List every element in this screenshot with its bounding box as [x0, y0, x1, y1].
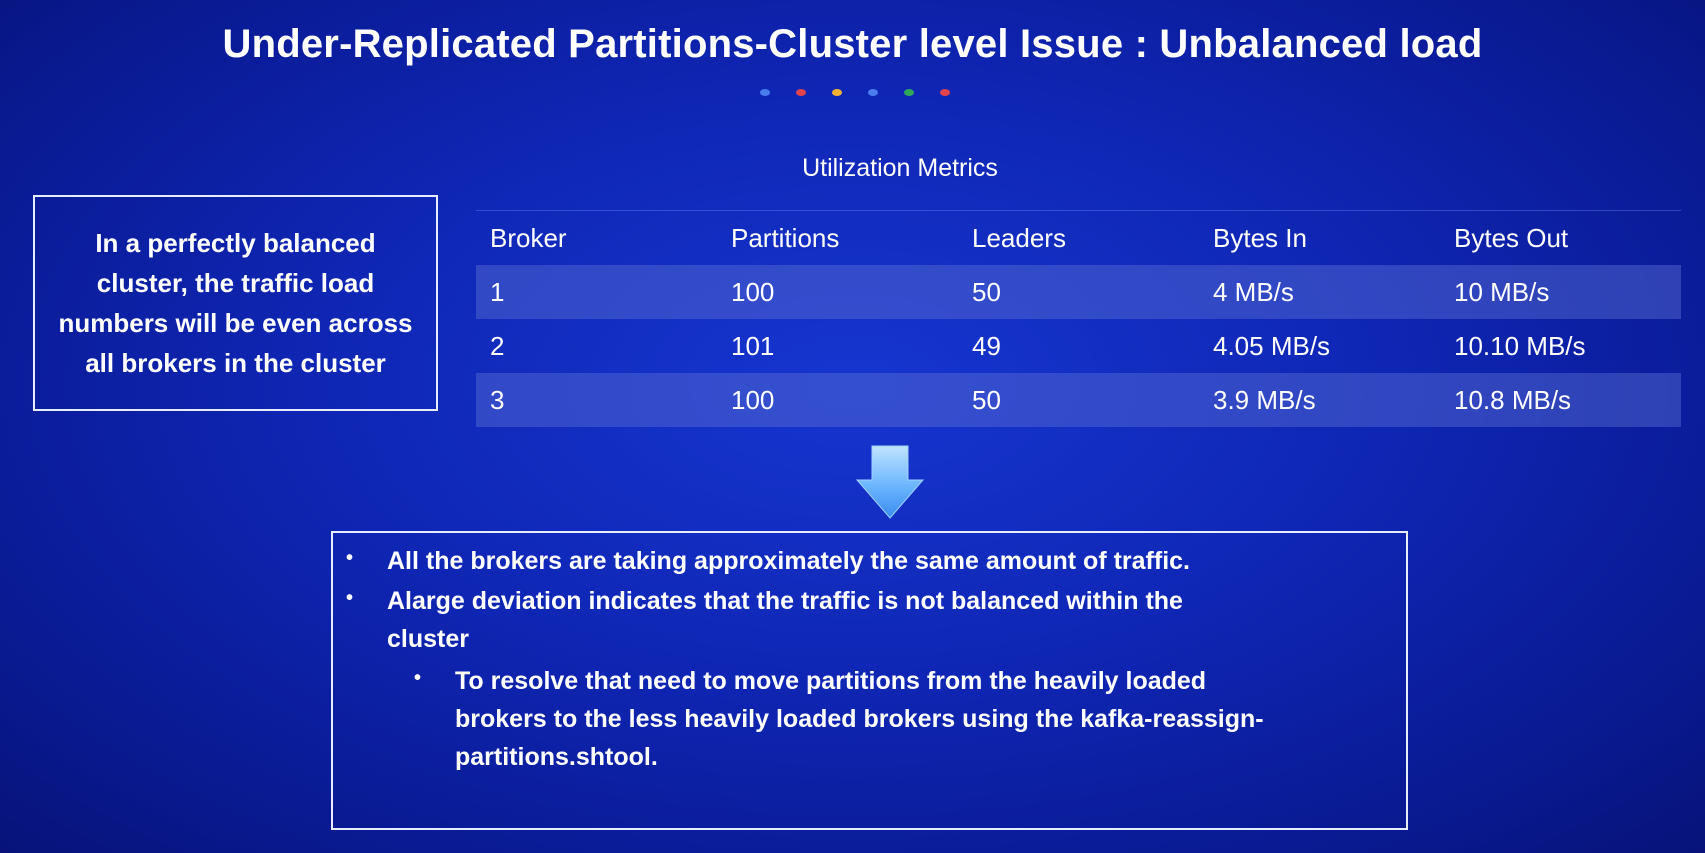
- cell-bytes-in: 3.9 MB/s: [1213, 384, 1316, 415]
- header-bytes-in: Bytes In: [1213, 222, 1307, 253]
- bullet-large-deviation-line1: Alarge deviation indicates that the traf…: [387, 587, 1183, 615]
- utilization-metrics-table: Broker Partitions Leaders Bytes In Bytes…: [476, 210, 1681, 427]
- cell-broker: 1: [490, 276, 505, 307]
- bullet-marker: •: [346, 547, 354, 569]
- dot-4: [868, 89, 878, 96]
- header-leaders: Leaders: [972, 222, 1066, 253]
- dot-6: [940, 89, 950, 96]
- bullet-large-deviation-line2: cluster: [387, 625, 469, 653]
- table-header-row: Broker Partitions Leaders Bytes In Bytes…: [476, 210, 1681, 265]
- cell-leaders: 49: [972, 330, 1001, 361]
- sub-bullet-marker: •: [414, 667, 422, 689]
- dot-1: [760, 89, 770, 96]
- bullet-traffic-approx-same: All the brokers are taking approximately…: [387, 547, 1190, 575]
- cell-leaders: 50: [972, 276, 1001, 307]
- explanation-box: • All the brokers are taking approximate…: [331, 531, 1408, 830]
- table-row: 2 101 49 4.05 MB/s 10.10 MB/s: [476, 319, 1681, 373]
- cell-partitions: 100: [731, 384, 775, 415]
- cell-bytes-in: 4 MB/s: [1213, 276, 1294, 307]
- utilization-metrics-title: Utilization Metrics: [802, 154, 998, 182]
- cell-bytes-out: 10.10 MB/s: [1454, 330, 1586, 361]
- table-row: 3 100 50 3.9 MB/s 10.8 MB/s: [476, 373, 1681, 427]
- balanced-cluster-note: In a perfectly balanced cluster, the tra…: [33, 195, 438, 411]
- decorative-dots: [760, 89, 950, 97]
- cell-bytes-in: 4.05 MB/s: [1213, 330, 1331, 361]
- header-partitions: Partitions: [731, 222, 840, 253]
- sub-bullet-resolve-line1: To resolve that need to move partitions …: [455, 667, 1207, 695]
- cell-partitions: 100: [731, 276, 775, 307]
- cell-bytes-out: 10.8 MB/s: [1454, 384, 1572, 415]
- cell-broker: 2: [490, 330, 505, 361]
- bullet-marker: •: [346, 587, 354, 609]
- dot-5: [904, 89, 914, 96]
- dot-2: [796, 89, 806, 96]
- cell-broker: 3: [490, 384, 505, 415]
- cell-bytes-out: 10 MB/s: [1454, 276, 1550, 307]
- slide-title: Under-Replicated Partitions-Cluster leve…: [222, 22, 1483, 66]
- sub-bullet-resolve-line3: partitions.shtool.: [455, 743, 658, 771]
- balanced-cluster-note-text: In a perfectly balanced cluster, the tra…: [58, 228, 413, 378]
- cell-leaders: 50: [972, 384, 1001, 415]
- dot-3: [832, 89, 842, 96]
- down-arrow-icon: [855, 445, 925, 519]
- cell-partitions: 101: [731, 330, 775, 361]
- table-row: 1 100 50 4 MB/s 10 MB/s: [476, 265, 1681, 319]
- header-bytes-out: Bytes Out: [1454, 222, 1569, 253]
- header-broker: Broker: [490, 222, 567, 253]
- sub-bullet-resolve-line2: brokers to the less heavily loaded broke…: [455, 705, 1264, 733]
